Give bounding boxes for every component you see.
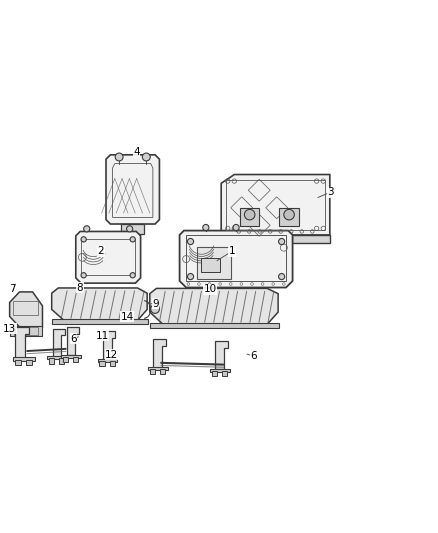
Circle shape (233, 224, 239, 231)
Circle shape (187, 238, 194, 245)
Circle shape (151, 304, 159, 313)
Text: 11: 11 (95, 330, 109, 341)
Circle shape (203, 224, 209, 231)
Text: 4: 4 (133, 147, 140, 157)
Polygon shape (215, 341, 228, 369)
Bar (212, 371, 217, 376)
Bar (99, 361, 105, 366)
Circle shape (84, 226, 90, 232)
Polygon shape (153, 339, 166, 368)
Bar (10, 326, 42, 336)
Circle shape (279, 273, 285, 280)
Polygon shape (221, 174, 330, 235)
Text: 14: 14 (120, 312, 134, 322)
Text: 12: 12 (105, 350, 118, 360)
Bar (49, 359, 54, 364)
Bar (26, 360, 32, 366)
Text: 9: 9 (152, 298, 159, 309)
Circle shape (81, 237, 86, 242)
Polygon shape (10, 292, 42, 327)
Bar (73, 357, 78, 362)
Circle shape (127, 226, 133, 232)
Bar (160, 369, 165, 374)
Bar (121, 224, 144, 233)
Text: 6: 6 (70, 334, 77, 344)
Bar (186, 235, 286, 281)
Bar (14, 327, 38, 335)
Circle shape (115, 153, 123, 161)
Bar (15, 360, 21, 366)
Circle shape (187, 273, 194, 280)
Text: 6: 6 (251, 351, 258, 361)
Polygon shape (106, 155, 159, 224)
Bar (148, 367, 168, 370)
Circle shape (244, 209, 255, 220)
Polygon shape (52, 288, 147, 320)
Circle shape (284, 209, 294, 220)
Bar (150, 369, 155, 374)
Bar (14, 357, 35, 361)
Bar (197, 247, 231, 279)
Polygon shape (76, 231, 141, 283)
Bar (279, 208, 299, 225)
Text: 1: 1 (229, 246, 236, 256)
Bar (110, 361, 115, 366)
Text: 10: 10 (204, 284, 217, 294)
Bar (201, 258, 220, 272)
Bar (63, 357, 68, 362)
Polygon shape (103, 332, 115, 360)
Polygon shape (53, 329, 65, 357)
Text: 8: 8 (76, 282, 83, 293)
Polygon shape (150, 288, 278, 324)
Bar (210, 368, 230, 372)
Bar (226, 180, 325, 230)
Polygon shape (221, 235, 330, 243)
Text: 2: 2 (97, 246, 104, 256)
Bar (52, 319, 148, 324)
Bar (240, 208, 259, 225)
Circle shape (130, 237, 135, 242)
Bar (61, 354, 81, 358)
Bar (222, 371, 227, 376)
Circle shape (142, 153, 150, 161)
Circle shape (81, 273, 86, 278)
Text: 13: 13 (3, 324, 16, 334)
Bar (47, 356, 67, 359)
Text: 7: 7 (9, 284, 16, 294)
Text: 3: 3 (327, 187, 334, 197)
Polygon shape (180, 231, 293, 287)
Bar (98, 359, 117, 362)
Bar (150, 324, 279, 328)
Bar (59, 359, 64, 364)
Polygon shape (67, 327, 79, 356)
Polygon shape (15, 327, 29, 358)
Circle shape (130, 273, 135, 278)
Circle shape (279, 238, 285, 245)
